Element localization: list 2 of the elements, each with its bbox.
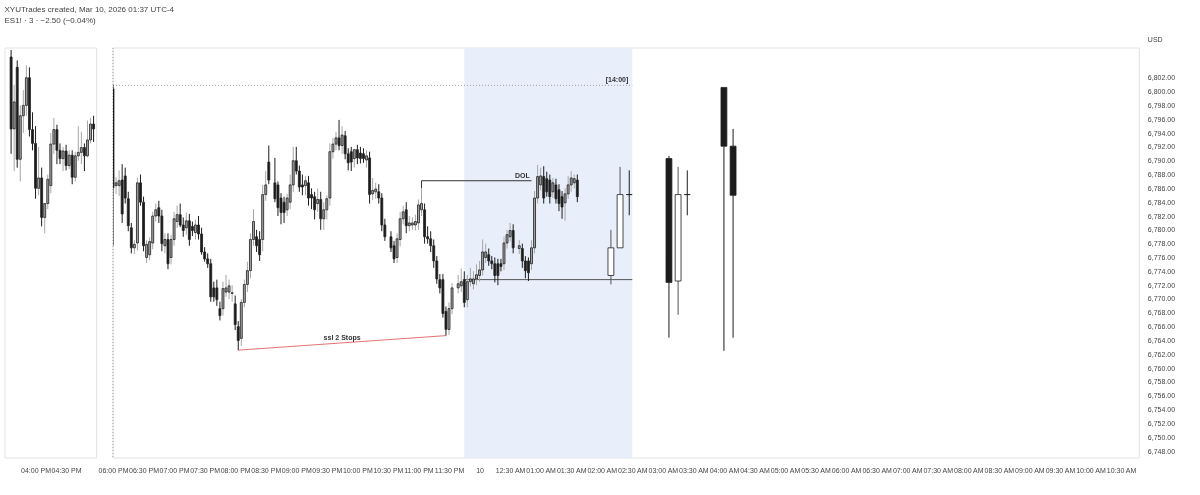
chart-title: XYUTrades created, Mar 10, 2026 01:37 UTC-4 <box>4 5 175 14</box>
chart-subtitle: ES1! · 3 · −2.50 (−0.04%) <box>4 16 96 25</box>
